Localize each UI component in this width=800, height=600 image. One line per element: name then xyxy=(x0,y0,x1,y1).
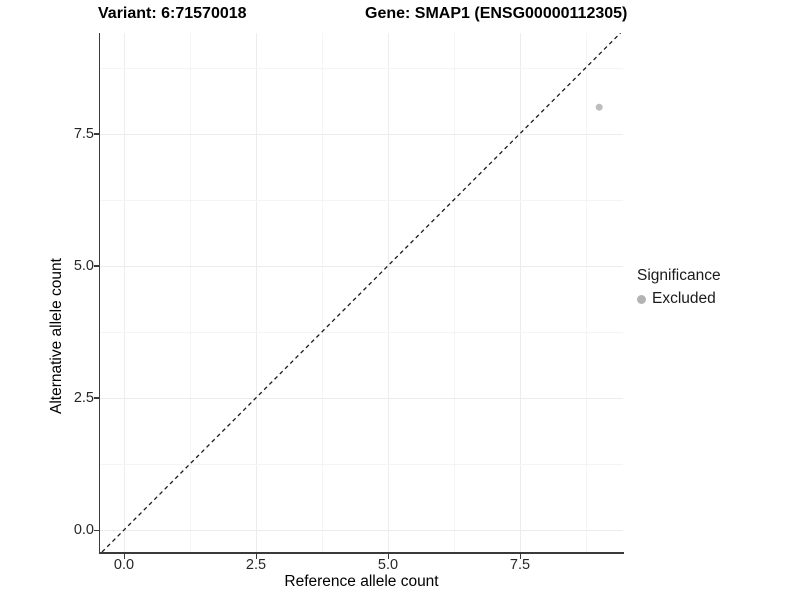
gridline-major-v xyxy=(388,33,389,552)
y-tick-label: 7.5 xyxy=(73,125,94,142)
data-point-excluded xyxy=(595,103,603,111)
gridline-major-h xyxy=(100,530,623,531)
y-tick-label: 2.5 xyxy=(73,389,94,406)
panel-canvas xyxy=(101,33,621,552)
legend: Significance Excluded xyxy=(637,267,721,308)
y-tick xyxy=(94,529,99,531)
title-gene: Gene: SMAP1 (ENSG00000112305) xyxy=(365,5,628,22)
gridline-major-v xyxy=(520,33,521,552)
x-tick-label: 2.5 xyxy=(245,557,267,573)
y-tick xyxy=(94,133,99,135)
legend-dot-icon xyxy=(637,294,646,304)
gridline-minor-h xyxy=(100,199,623,201)
gridline-major-v xyxy=(124,33,125,552)
y-axis-line xyxy=(98,33,100,554)
title-variant: Variant: 6:71570018 xyxy=(98,5,247,22)
identity-dashed-line xyxy=(101,33,621,552)
gridline-minor-v xyxy=(190,33,191,552)
gridline-minor-v xyxy=(322,33,323,552)
gridline-major-h xyxy=(100,265,623,267)
y-tick xyxy=(94,265,99,267)
gridline-major-h xyxy=(100,133,623,135)
legend-item-label: Excluded xyxy=(652,290,716,307)
x-axis-title: Reference allele count xyxy=(284,573,439,590)
x-tick-label: 7.5 xyxy=(509,557,531,573)
x-tick xyxy=(519,554,521,559)
x-tick-label: 5.0 xyxy=(377,557,399,573)
x-tick xyxy=(255,554,257,559)
legend-item-excluded: Excluded xyxy=(637,290,721,308)
y-tick-label: 0.0 xyxy=(73,522,94,538)
gridline-minor-h xyxy=(100,331,623,333)
gridline-minor-h xyxy=(100,463,623,465)
x-axis-line xyxy=(98,552,624,554)
y-axis-title: Alternative allele count xyxy=(48,258,65,414)
y-tick xyxy=(94,397,99,399)
gridline-minor-h xyxy=(100,67,623,69)
legend-title: Significance xyxy=(637,267,721,284)
x-tick xyxy=(123,554,125,559)
gridline-minor-v xyxy=(454,33,455,552)
gridline-minor-v xyxy=(586,33,587,552)
y-tick-label: 5.0 xyxy=(73,257,94,274)
x-tick xyxy=(387,554,389,559)
gridline-major-v xyxy=(256,33,257,552)
plot-panel xyxy=(100,33,623,552)
gridline-major-h xyxy=(100,397,623,399)
x-tick-label: 0.0 xyxy=(113,557,135,573)
